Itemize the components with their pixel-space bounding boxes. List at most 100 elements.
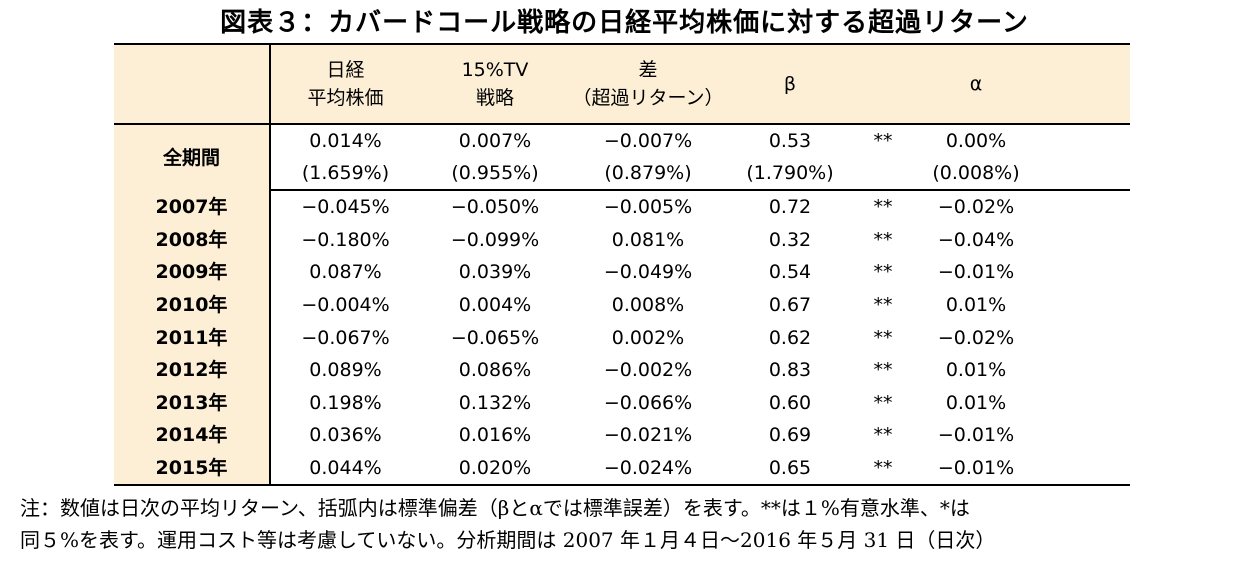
row-year: 2012年 (114, 353, 271, 387)
row-beta: 0.32 (768, 228, 812, 251)
row-tv: 0.020% (420, 451, 570, 487)
header-alpha: α (912, 43, 1040, 125)
overall-diff: −0.007% (603, 130, 693, 152)
header-tv: 15%TV 戦略 (420, 43, 570, 125)
table-row: 2010年 −0.004% 0.004% 0.008% 0.67 ** 0.01… (114, 288, 1130, 322)
overall-label: 全期間 (114, 124, 271, 190)
overall-beta-se: (1.790%) (726, 157, 854, 191)
row-nikkei: 0.087% (309, 261, 382, 284)
row-sig: ** (873, 424, 893, 447)
table-row: 2011年 −0.067% −0.065% 0.002% 0.62 ** −0.… (114, 321, 1130, 354)
footnote-line2: 同５%を表す。運用コスト等は考慮していない。分析期間は 2007 年１月４日～2… (20, 528, 996, 552)
header-diff: 差 （超過リターン） (570, 43, 726, 125)
row-alpha: −0.01% (912, 451, 1040, 487)
header-diff-line1: 差 (638, 59, 658, 81)
row-sig: ** (873, 359, 893, 382)
footnote-line1: 注：数値は日次の平均リターン、括弧内は標準偏差（βとαでは標準誤差）を表す。**… (20, 496, 970, 520)
row-alpha: 0.01% (945, 294, 1007, 317)
table-row: 2013年 0.198% 0.132% −0.066% 0.60 ** 0.01… (114, 386, 1130, 420)
row-sig: ** (873, 228, 893, 251)
row-diff: −0.049% (603, 261, 693, 284)
row-year: 2014年 (114, 419, 271, 452)
row-beta: 0.60 (768, 391, 812, 414)
row-beta: 0.67 (768, 294, 812, 317)
row-alpha: −0.01% (937, 424, 1015, 447)
row-year: 2008年 (114, 223, 271, 257)
row-beta: 0.83 (768, 359, 812, 382)
row-nikkei: 0.198% (309, 391, 382, 414)
row-sig: ** (873, 261, 893, 284)
row-year: 2015年 (114, 451, 271, 487)
header-sig (854, 43, 912, 125)
header-pad (1040, 43, 1130, 125)
overall-tv: 0.007% (458, 130, 532, 152)
row-alpha: 0.01% (945, 391, 1007, 414)
table-row: 2007年 −0.045% −0.050% −0.005% 0.72 ** −0… (114, 190, 1130, 224)
table-row: 2014年 0.036% 0.016% −0.021% 0.69 ** −0.0… (114, 419, 1130, 452)
overall-beta: 0.53 (768, 130, 812, 152)
row-sig: ** (873, 294, 893, 317)
row-beta: 0.65 (726, 451, 854, 487)
row-sig: ** (854, 451, 912, 487)
overall-alpha: 0.00% (945, 130, 1007, 152)
footnote: 注：数値は日次の平均リターン、括弧内は標準偏差（βとαでは標準誤差）を表す。**… (20, 492, 1235, 556)
row-diff: −0.021% (603, 424, 693, 447)
row-sig: ** (873, 326, 893, 349)
row-diff: −0.002% (603, 359, 693, 382)
header-nikkei-line2: 平均株価 (307, 87, 384, 109)
row-nikkei: −0.004% (301, 294, 390, 317)
row-nikkei: −0.180% (301, 228, 390, 251)
row-diff: −0.066% (603, 391, 693, 414)
row-nikkei: −0.067% (301, 326, 390, 349)
row-year: 2013年 (114, 386, 271, 420)
header-diff-line2: （超過リターン） (572, 87, 724, 109)
row-beta: 0.72 (768, 196, 812, 219)
header-nikkei-line1: 日経 (326, 59, 365, 81)
overall-row-values: 全期間 0.014% 0.007% −0.007% 0.53 ** 0.00% (114, 124, 1130, 190)
row-beta: 0.54 (768, 261, 812, 284)
overall-alpha-se: (0.008%) (912, 157, 1040, 191)
overall-sig: ** (873, 130, 893, 152)
overall-tv-sd: (0.955%) (420, 157, 570, 191)
header-tv-line2: 戦略 (475, 87, 514, 109)
row-sig: ** (873, 391, 893, 414)
row-diff: 0.002% (611, 326, 685, 349)
row-diff: 0.081% (611, 228, 685, 251)
table-row: 2012年 0.089% 0.086% −0.002% 0.83 ** 0.01… (114, 353, 1130, 387)
row-year: 2007年 (114, 190, 271, 224)
row-tv: 0.004% (458, 294, 532, 317)
row-nikkei: 0.036% (309, 424, 382, 447)
row-tv: 0.132% (458, 391, 532, 414)
header-nikkei: 日経 平均株価 (270, 43, 420, 125)
row-tv: 0.086% (458, 359, 532, 382)
table-title: 図表３：カバードコール戦略の日経平均株価に対する超過リターン (220, 8, 1029, 38)
row-nikkei: −0.045% (301, 196, 390, 219)
table-row: 2015年 0.044% 0.020% −0.024% 0.65 ** −0.0… (114, 451, 1130, 487)
row-nikkei: 0.044% (270, 451, 420, 487)
row-tv: −0.050% (450, 196, 540, 219)
table-row: 2009年 0.087% 0.039% −0.049% 0.54 ** −0.0… (114, 256, 1130, 289)
overall-row-errors: (1.659%) (0.955%) (0.879%) (1.790%) (0.0… (114, 157, 1130, 191)
row-alpha: −0.02% (937, 326, 1015, 349)
row-beta: 0.69 (768, 424, 812, 447)
row-tv: −0.065% (450, 326, 540, 349)
header-corner (114, 43, 271, 125)
header-tv-line1: 15%TV (461, 59, 529, 81)
row-year: 2009年 (114, 256, 271, 289)
overall-nikkei-sd: (1.659%) (270, 157, 420, 191)
row-alpha: −0.02% (937, 196, 1015, 219)
row-diff: −0.024% (570, 451, 726, 487)
row-alpha: −0.01% (937, 261, 1015, 284)
header-row: 日経 平均株価 15%TV 戦略 差 （超過リターン） β α (114, 43, 1130, 125)
row-alpha: −0.04% (937, 228, 1015, 251)
overall-nikkei: 0.014% (309, 130, 382, 152)
row-tv: 0.016% (458, 424, 532, 447)
excess-return-table: 日経 平均株価 15%TV 戦略 差 （超過リターン） β α 全期間 0.01… (114, 43, 1130, 487)
row-diff: 0.008% (611, 294, 685, 317)
row-sig: ** (873, 196, 893, 219)
row-year: 2010年 (114, 288, 271, 322)
row-alpha: 0.01% (945, 359, 1007, 382)
row-diff: −0.005% (603, 196, 693, 219)
table-row: 2008年 −0.180% −0.099% 0.081% 0.32 ** −0.… (114, 223, 1130, 257)
row-nikkei: 0.089% (309, 359, 382, 382)
